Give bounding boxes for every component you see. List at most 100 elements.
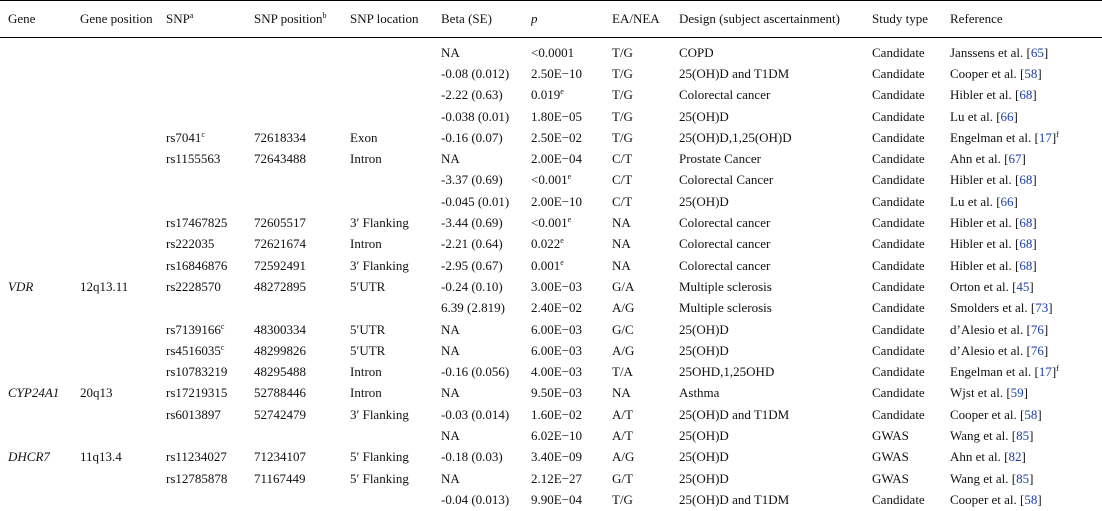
cell-snp-text: rs11234027 [166, 449, 227, 465]
reference-link[interactable]: 58 [1024, 65, 1038, 81]
cell-reference-text: Wjst et al. [ [950, 385, 1011, 401]
cell-snp-text: rs17467825 [166, 215, 228, 231]
cell-reference: Cooper et al. [58] [950, 489, 1102, 510]
cell-reference-text: Hibler et al. [ [950, 87, 1020, 103]
cell-design-text: COPD [679, 44, 714, 60]
cell-p-value: 0.001e [531, 255, 612, 276]
cell-design: 25(OH)D [679, 468, 872, 489]
cell-snp-position [254, 191, 350, 212]
table-row: -0.08 (0.012) 2.50E−10 T/G 25(OH)D and T1DM… [0, 63, 1102, 84]
reference-link[interactable]: 68 [1019, 87, 1033, 103]
cell-beta: -2.22 (0.63) [441, 85, 531, 106]
cell-gene [0, 234, 80, 255]
reference-link[interactable]: 82 [1008, 449, 1022, 465]
cell-gene [0, 191, 80, 212]
cell-snp-position: 72605517 [254, 212, 350, 233]
cell-snp-location: 5′ Flanking [350, 447, 441, 468]
cell-reference: d’Alesio et al. [76] [950, 340, 1102, 361]
cell-study-type: Candidate [872, 489, 950, 510]
cell-study-type-text: Candidate [872, 385, 925, 401]
reference-link[interactable]: 66 [1000, 193, 1014, 209]
cell-reference: Engelman et al. [17]f [950, 361, 1102, 382]
cell-study-type-text: Candidate [872, 257, 925, 273]
reference-link[interactable]: 68 [1019, 172, 1033, 188]
cell-gene-position [80, 340, 166, 361]
reference-link[interactable]: 68 [1019, 257, 1033, 273]
reference-link[interactable]: 73 [1035, 300, 1049, 316]
cell-beta: NA [441, 383, 531, 404]
cell-study-type-text: Candidate [872, 151, 925, 167]
cell-design-text: Asthma [679, 385, 720, 401]
header-gene: Gene [8, 11, 36, 26]
cell-p-value: 6.00E−03 [531, 319, 612, 340]
reference-link[interactable]: 85 [1016, 470, 1030, 486]
cell-snp-position: 72643488 [254, 148, 350, 169]
cell-p-value-text: 3.40E−09 [531, 449, 583, 465]
cell-design-text: Multiple sclerosis [679, 278, 772, 294]
cell-snp: rs11234027 [166, 447, 254, 468]
cell-beta-text: NA [441, 385, 460, 401]
cell-study-type: Candidate [872, 170, 950, 191]
cell-beta: -3.44 (0.69) [441, 212, 531, 233]
cell-beta: NA [441, 148, 531, 169]
cell-ea-nea: C/T [612, 191, 679, 212]
cell-p-value-text: 6.02E−10 [531, 427, 583, 443]
cell-design-text: Colorectal cancer [679, 236, 771, 252]
reference-link[interactable]: 65 [1030, 44, 1044, 60]
cell-beta: -0.08 (0.012) [441, 63, 531, 84]
table-row: DHCR7 11q13.4 rs11234027 71234107 5′ Flankin… [0, 447, 1102, 468]
cell-ea-nea-text: NA [612, 257, 631, 273]
cell-ea-nea: NA [612, 255, 679, 276]
cell-reference-text: ] [1032, 172, 1037, 188]
reference-link[interactable]: 76 [1030, 321, 1044, 337]
cell-reference-text: Cooper et al. [ [950, 491, 1025, 507]
cell-reference: Ahn et al. [67] [950, 148, 1102, 169]
cell-design-text: Multiple sclerosis [679, 300, 772, 316]
cell-design-text: 25(OH)D [679, 108, 729, 124]
cell-snp-text: rs1155563 [166, 151, 221, 167]
header-snp-position-label: SNP position [254, 11, 323, 26]
reference-link[interactable]: 58 [1024, 406, 1038, 422]
reference-link[interactable]: 58 [1024, 491, 1038, 507]
reference-link[interactable]: 85 [1016, 427, 1030, 443]
table-row: 6.39 (2.819) 2.40E−02 A/G Multiple sclerosi… [0, 298, 1102, 319]
reference-link[interactable]: 66 [1000, 108, 1014, 124]
header-snp-position-footnote: b [322, 11, 327, 20]
cell-reference-text: Engelman et al. [ [950, 364, 1039, 380]
table-row: rs7139166c 48300334 5′UTR NA 6.00E−03 G/C 25(O… [0, 319, 1102, 340]
reference-link[interactable]: 68 [1019, 236, 1033, 252]
table-row: rs7041c 72618334 Exon -0.16 (0.07) 2.50E−02 T… [0, 127, 1102, 148]
cell-snp-position-text: 71167449 [254, 470, 306, 486]
reference-link[interactable]: 45 [1016, 278, 1030, 294]
cell-p-value-text: 2.40E−02 [531, 300, 583, 316]
cell-study-type: Candidate [872, 361, 950, 382]
cell-ea-nea-text: T/G [612, 65, 633, 81]
cell-p-value: 2.00E−10 [531, 191, 612, 212]
cell-snp-position: 72621674 [254, 234, 350, 255]
cell-snp [166, 170, 254, 191]
cell-study-type: Candidate [872, 212, 950, 233]
cell-snp-position-text: 48300334 [254, 321, 306, 337]
cell-reference-text: ] [1032, 215, 1037, 231]
reference-link[interactable]: 76 [1030, 342, 1044, 358]
reference-link[interactable]: 59 [1010, 385, 1024, 401]
cell-snp-position [254, 38, 350, 64]
cell-snp-location: 3′ Flanking [350, 404, 441, 425]
cell-p-value: 2.50E−10 [531, 63, 612, 84]
cell-gene-text: CYP24A1 [8, 385, 60, 401]
cell-snp-text: rs6013897 [166, 406, 221, 422]
cell-beta-text: -0.03 (0.014) [441, 406, 510, 422]
reference-link[interactable]: 67 [1008, 151, 1022, 167]
cell-gene [0, 63, 80, 84]
cell-study-type: Candidate [872, 191, 950, 212]
cell-p-value: 3.40E−09 [531, 447, 612, 468]
cell-ea-nea: T/G [612, 106, 679, 127]
reference-link[interactable]: 17 [1038, 364, 1052, 380]
cell-reference: d’Alesio et al. [76] [950, 319, 1102, 340]
cell-p-value-text: 6.00E−03 [531, 342, 583, 358]
cell-gene [0, 340, 80, 361]
reference-link[interactable]: 17 [1038, 129, 1052, 145]
cell-ea-nea: A/G [612, 340, 679, 361]
reference-link[interactable]: 68 [1019, 215, 1033, 231]
cell-ea-nea-text: A/T [612, 427, 633, 443]
